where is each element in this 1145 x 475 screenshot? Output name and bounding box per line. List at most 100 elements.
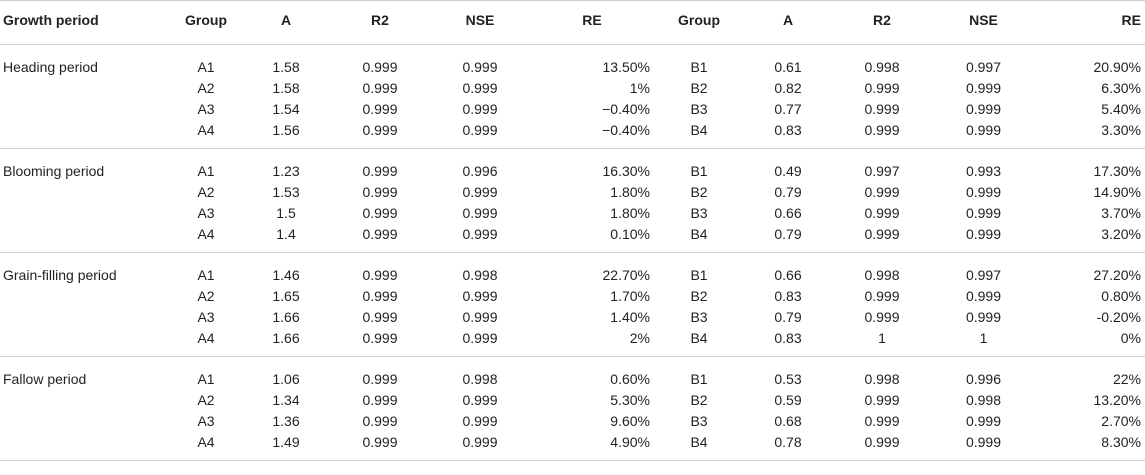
cell-a-a: 1.58 bbox=[272, 80, 300, 96]
results-table: Growth period Group A R2 NSE RE Group A … bbox=[0, 0, 1145, 461]
cell-group-a: A4 bbox=[197, 330, 215, 346]
cell-a-a: 1.66 bbox=[272, 309, 300, 325]
cell-re-a: 0.10% bbox=[610, 226, 650, 242]
header-growth-period: Growth period bbox=[3, 12, 99, 28]
period-empty-cell bbox=[0, 120, 170, 149]
cell-a-b: 0.49 bbox=[774, 163, 802, 179]
cell-group-b: B1 bbox=[690, 163, 708, 179]
cell-r2-a: 0.999 bbox=[362, 184, 398, 200]
cell-group-a: A4 bbox=[197, 226, 215, 242]
cell-r2-a: 0.999 bbox=[362, 309, 398, 325]
period-empty-cell bbox=[0, 286, 170, 307]
cell-nse-b: 0.999 bbox=[965, 80, 1002, 96]
cell-nse-a: 0.998 bbox=[462, 371, 498, 387]
period-empty-cell bbox=[0, 411, 170, 432]
cell-re-b: 22% bbox=[1112, 371, 1141, 387]
cell-re-b: 3.20% bbox=[1101, 226, 1141, 242]
cell-a-b: 0.66 bbox=[774, 267, 802, 283]
cell-re-b: 14.90% bbox=[1093, 184, 1141, 200]
cell-r2-b: 0.999 bbox=[864, 413, 900, 429]
cell-a-b: 0.83 bbox=[774, 288, 802, 304]
cell-nse-a: 0.999 bbox=[462, 309, 498, 325]
period-label: Fallow period bbox=[3, 371, 87, 387]
period-empty-cell bbox=[0, 99, 170, 120]
cell-a-a: 1.53 bbox=[272, 184, 300, 200]
cell-a-a: 1.4 bbox=[276, 226, 296, 242]
cell-group-a: A3 bbox=[197, 309, 215, 325]
cell-nse-a: 0.999 bbox=[462, 288, 498, 304]
cell-r2-a: 0.999 bbox=[362, 101, 398, 117]
cell-r2-b: 0.999 bbox=[864, 309, 900, 325]
cell-r2-a: 0.999 bbox=[362, 371, 398, 387]
cell-r2-b: 0.998 bbox=[864, 59, 900, 75]
cell-a-a: 1.54 bbox=[272, 101, 300, 117]
cell-group-a: A1 bbox=[197, 163, 215, 179]
cell-a-b: 0.82 bbox=[774, 80, 802, 96]
table-row: A3 1.36 0.999 0.999 9.60% B3 0.68 0.999 0.999 2.7… bbox=[0, 411, 1145, 432]
cell-group-a: A2 bbox=[197, 80, 215, 96]
cell-nse-b: 0.996 bbox=[965, 371, 1002, 387]
cell-group-b: B3 bbox=[690, 309, 708, 325]
period-empty-cell bbox=[0, 307, 170, 328]
period-empty-cell bbox=[0, 390, 170, 411]
cell-r2-a: 0.999 bbox=[362, 330, 398, 346]
cell-a-b: 0.83 bbox=[774, 330, 802, 346]
cell-group-a: A2 bbox=[197, 288, 215, 304]
table-row: A4 1.4 0.999 0.999 0.10% B4 0.79 0.999 0.999 3.20… bbox=[0, 224, 1145, 253]
cell-nse-b: 0.999 bbox=[965, 288, 1002, 304]
cell-r2-a: 0.999 bbox=[362, 122, 398, 138]
cell-re-a: −0.40% bbox=[602, 122, 650, 138]
period-label: Heading period bbox=[3, 59, 98, 75]
table-row: Grain-filling period A1 1.46 0.999 0.998 22.7… bbox=[0, 253, 1145, 287]
table-row: A3 1.54 0.999 0.999 −0.40% B3 0.77 0.999 0.999 5.… bbox=[0, 99, 1145, 120]
cell-group-a: A4 bbox=[197, 434, 215, 450]
cell-a-b: 0.53 bbox=[774, 371, 802, 387]
table-row: A2 1.65 0.999 0.999 1.70% B2 0.83 0.999 0.999 0.8… bbox=[0, 286, 1145, 307]
cell-a-a: 1.23 bbox=[272, 163, 300, 179]
cell-group-b: B1 bbox=[690, 267, 708, 283]
cell-group-a: A3 bbox=[197, 205, 215, 221]
cell-nse-b: 0.999 bbox=[965, 184, 1002, 200]
cell-r2-b: 1 bbox=[878, 330, 886, 346]
cell-r2-a: 0.999 bbox=[362, 288, 398, 304]
table-row: Heading period A1 1.58 0.999 0.999 13.50% B1 0.… bbox=[0, 45, 1145, 79]
cell-nse-a: 0.999 bbox=[462, 122, 498, 138]
cell-nse-b: 0.993 bbox=[965, 163, 1002, 179]
cell-re-b: 3.30% bbox=[1101, 122, 1141, 138]
cell-re-b: 0.80% bbox=[1101, 288, 1141, 304]
cell-nse-a: 0.999 bbox=[462, 392, 498, 408]
cell-r2-a: 0.999 bbox=[362, 163, 398, 179]
cell-a-a: 1.5 bbox=[276, 205, 296, 221]
period-empty-cell bbox=[0, 203, 170, 224]
cell-group-b: B4 bbox=[690, 330, 708, 346]
cell-nse-b: 0.999 bbox=[965, 101, 1002, 117]
cell-r2-b: 0.999 bbox=[864, 226, 900, 242]
cell-r2-b: 0.999 bbox=[864, 205, 900, 221]
cell-a-b: 0.59 bbox=[774, 392, 802, 408]
cell-nse-a: 0.999 bbox=[462, 330, 498, 346]
cell-group-b: B3 bbox=[690, 413, 708, 429]
cell-a-b: 0.79 bbox=[774, 309, 802, 325]
cell-r2-b: 0.997 bbox=[864, 163, 900, 179]
cell-r2-b: 0.999 bbox=[864, 184, 900, 200]
cell-a-a: 1.34 bbox=[272, 392, 300, 408]
period-empty-cell bbox=[0, 432, 170, 461]
cell-re-a: 22.70% bbox=[602, 267, 650, 283]
cell-group-b: B1 bbox=[690, 59, 708, 75]
cell-re-a: 1.80% bbox=[610, 205, 650, 221]
cell-nse-a: 0.999 bbox=[462, 226, 498, 242]
cell-a-b: 0.77 bbox=[774, 101, 802, 117]
cell-r2-b: 0.999 bbox=[864, 80, 900, 96]
cell-a-a: 1.49 bbox=[272, 434, 300, 450]
cell-r2-b: 0.999 bbox=[864, 288, 900, 304]
cell-a-b: 0.78 bbox=[774, 434, 802, 450]
cell-re-b: 3.70% bbox=[1101, 205, 1141, 221]
table-body: Heading period A1 1.58 0.999 0.999 13.50% B1 0.… bbox=[0, 45, 1145, 461]
cell-group-b: B2 bbox=[690, 288, 708, 304]
cell-re-b: 20.90% bbox=[1093, 59, 1141, 75]
cell-re-b: 13.20% bbox=[1093, 392, 1141, 408]
table-row: A3 1.5 0.999 0.999 1.80% B3 0.66 0.999 0.999 3.70… bbox=[0, 203, 1145, 224]
cell-group-b: B1 bbox=[690, 371, 708, 387]
cell-nse-b: 0.999 bbox=[965, 434, 1002, 450]
table-row: A2 1.34 0.999 0.999 5.30% B2 0.59 0.999 0.998 13.… bbox=[0, 390, 1145, 411]
